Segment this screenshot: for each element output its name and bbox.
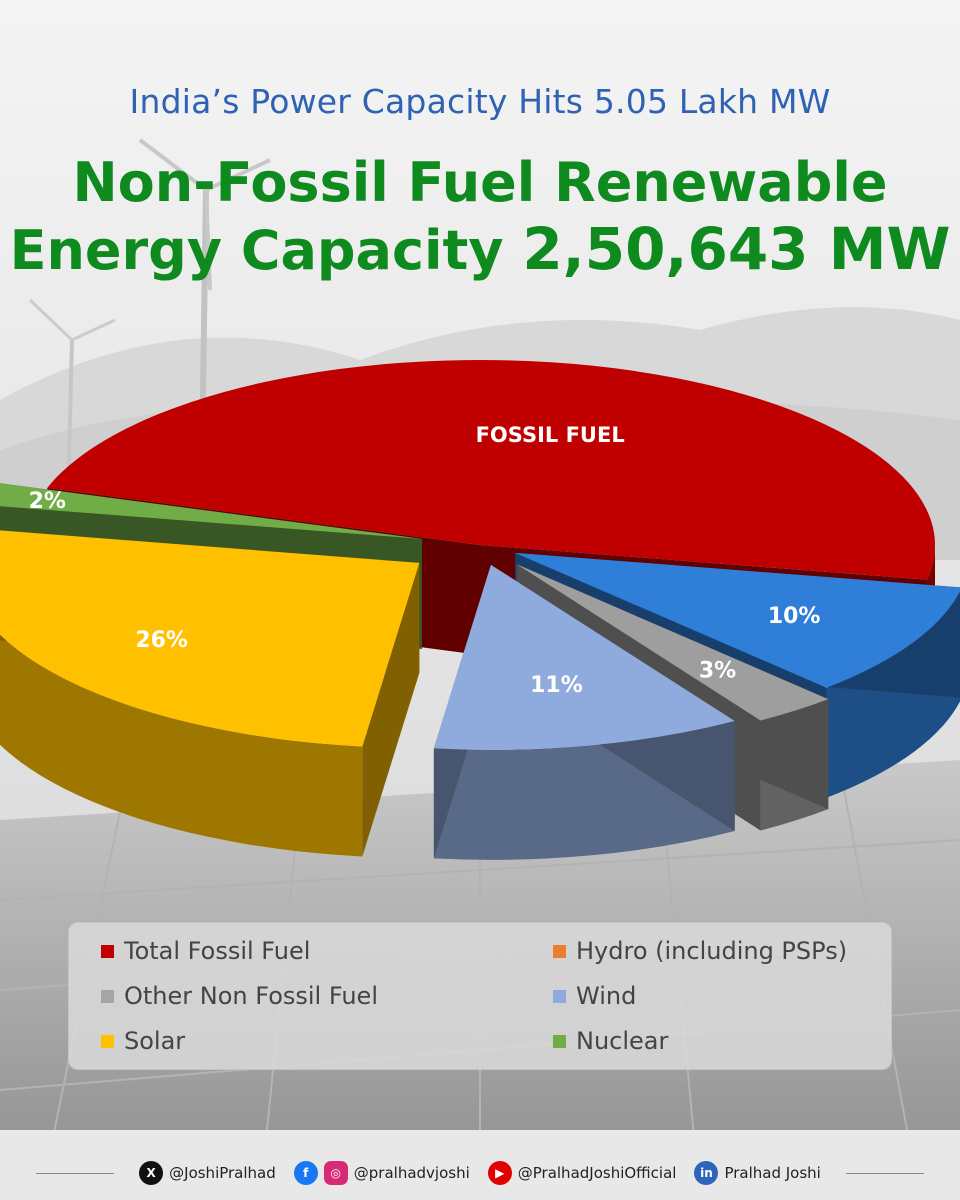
title-line-1: Non-Fossil Fuel Renewable [72, 151, 888, 214]
x-link[interactable]: X @JoshiPralhad [139, 1161, 276, 1185]
legend-label: Total Fossil Fuel [124, 937, 311, 965]
legend-item-total-fossil-fuel: Total Fossil Fuel [101, 937, 310, 965]
legend-swatch [553, 1034, 566, 1048]
legend-item-other-non-fossil-fuel: Other Non Fossil Fuel [101, 982, 378, 1010]
pie-slice-side [0, 634, 363, 857]
x-icon: X [139, 1161, 164, 1185]
facebook-instagram-link[interactable]: f ◎ @pralhadvjoshi [293, 1161, 470, 1185]
legend-swatch [101, 944, 114, 958]
pie-data-label: 2% [29, 489, 66, 514]
pie-data-label: FOSSIL FUEL [476, 423, 625, 447]
pie-slice-other-non-fossil-fuel [516, 564, 829, 721]
legend-item-solar: Solar [101, 1027, 185, 1055]
legend-item-hydro: Hydro (including PSPs) [553, 937, 847, 965]
footer-divider [845, 1172, 924, 1174]
pie-chart: FOSSIL FUEL 10% 3% 11% 26% 2% [0, 359, 960, 860]
linkedin-link[interactable]: in Pralhad Joshi [694, 1161, 821, 1185]
title-line-2: Energy Capacity 2,50,643 MW [0, 216, 960, 284]
legend-label: Wind [576, 982, 637, 1010]
pie-tops [0, 359, 960, 750]
facebook-icon: f [293, 1161, 318, 1185]
footer-divider [36, 1172, 115, 1174]
page-title: Non-Fossil Fuel Renewable Energy Capacit… [0, 150, 960, 284]
youtube-icon: ▶ [487, 1161, 512, 1185]
pie-data-label: 3% [699, 659, 736, 684]
chart-legend: Total Fossil Fuel Hydro (including PSPs)… [68, 922, 892, 1070]
legend-label: Solar [124, 1027, 186, 1055]
linkedin-handle: Pralhad Joshi [724, 1164, 821, 1182]
youtube-handle: @PralhadJoshiOfficial [517, 1164, 677, 1182]
fb-insta-handle: @pralhadvjoshi [353, 1164, 470, 1182]
legend-swatch [553, 989, 566, 1003]
title-line-2-text: Energy Capacity [9, 219, 504, 282]
legend-label: Nuclear [576, 1027, 669, 1055]
legend-swatch [553, 944, 566, 958]
pie-data-label: 10% [768, 604, 821, 629]
pie-slice-solar [0, 530, 420, 747]
title-capacity-value: 2,50,643 MW [522, 215, 951, 283]
social-footer: X @JoshiPralhad f ◎ @pralhadvjoshi ▶ @Pr… [0, 1150, 960, 1196]
linkedin-icon: in [694, 1161, 719, 1185]
legend-swatch [101, 1034, 114, 1048]
legend-item-nuclear: Nuclear [553, 1027, 668, 1055]
pie-slice-wind [433, 564, 735, 750]
pie-data-label: 11% [530, 673, 583, 698]
pie-slice-hydro-including-psps [515, 552, 960, 688]
instagram-icon: ◎ [323, 1161, 348, 1185]
youtube-link[interactable]: ▶ @PralhadJoshiOfficial [487, 1161, 677, 1185]
legend-label: Hydro (including PSPs) [576, 937, 848, 965]
pie-data-label: 26% [135, 628, 188, 653]
pie-labels: FOSSIL FUEL 10% 3% 11% 26% 2% [29, 423, 821, 698]
legend-label: Other Non Fossil Fuel [124, 982, 378, 1010]
legend-swatch [101, 989, 114, 1003]
subtitle: India’s Power Capacity Hits 5.05 Lakh MW [129, 82, 831, 121]
x-handle: @JoshiPralhad [169, 1164, 276, 1182]
legend-item-wind: Wind [553, 982, 636, 1010]
pie-slice-total-fossil-fuel [47, 359, 935, 580]
